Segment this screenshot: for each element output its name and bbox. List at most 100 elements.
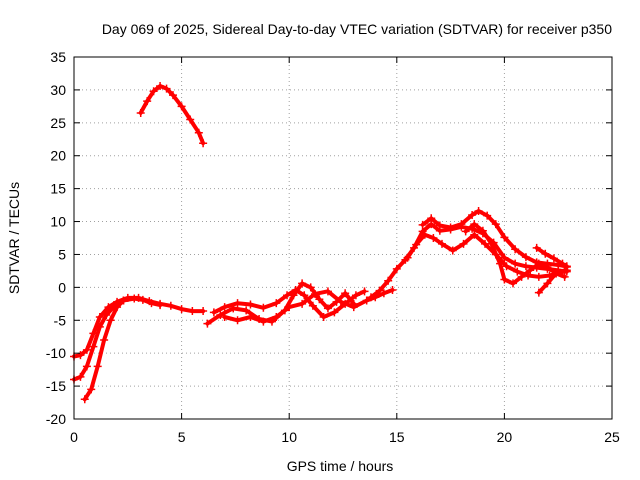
data-point [502,262,511,271]
data-point [448,246,457,255]
data-point [435,221,444,230]
data-point [558,259,567,268]
data-point [459,239,468,248]
data-point [168,91,177,100]
data-point [285,303,294,312]
data-point [392,264,401,273]
data-point [95,322,104,331]
data-point [242,306,251,315]
data-point [306,283,315,292]
data-point [543,262,552,271]
data-point [291,285,300,294]
series-track-m [532,243,571,271]
data-point [412,240,421,249]
data-point [341,289,350,298]
x-tick-label: 5 [178,429,186,445]
data-point [487,239,496,248]
x-tick-label: 10 [281,429,297,445]
data-point [203,319,212,328]
data-point [319,312,328,321]
data-point [478,226,487,235]
data-point [283,291,292,300]
data-point [543,279,552,288]
data-point [384,276,393,285]
data-point [272,299,281,308]
data-point [246,312,255,321]
data-point [76,351,85,360]
data-point [308,301,317,310]
y-tick-label: 10 [50,214,66,230]
data-point [80,395,89,404]
data-point [366,293,375,302]
data-point [351,291,360,300]
series-track-e [203,279,358,328]
data-point [534,272,543,281]
series-line [420,209,569,269]
data-point [76,372,85,381]
data-point [82,345,91,354]
data-point [315,295,324,304]
data-point [470,220,479,229]
y-tick-label: 0 [58,279,66,295]
axis-ticks: 0 5 10 15 20 25 -20 -15 -10 -5 0 5 10 15 20 25 30 35 [46,49,620,445]
data-point [156,81,165,90]
series-line [138,84,206,146]
data-point [113,303,122,312]
data-point [513,267,522,276]
data-point [500,253,509,262]
data-point [220,312,229,321]
data-point [89,342,98,351]
y-tick-label: 30 [50,82,66,98]
plot-frame [73,56,613,420]
data-point [259,317,268,326]
data-point [474,207,483,216]
data-point [311,289,320,298]
data-point [149,87,158,96]
data-point [388,285,397,294]
data-point [336,297,345,306]
x-tick-label: 15 [389,429,405,445]
grid [74,57,612,419]
data-point [511,245,520,254]
series-track-d [136,81,208,148]
series-track-i [403,230,571,281]
data-point [446,223,455,232]
y-tick-label: 15 [50,181,66,197]
data-point [119,296,128,305]
data-point [246,300,255,309]
data-point [216,311,225,320]
data-point [330,308,339,317]
x-tick-label: 25 [604,429,620,445]
data-point [509,279,518,288]
series-track-f [209,285,369,321]
data-point [461,227,470,236]
data-point [166,301,175,310]
series-track-j [418,207,571,271]
series-line [405,232,569,279]
data-point [483,211,492,220]
y-tick-label: 5 [58,246,66,262]
data-point [298,279,307,288]
data-point [470,230,479,239]
data-point [496,259,505,268]
data-point [186,115,195,124]
data-point [468,210,477,219]
data-point [87,385,96,394]
data-point [491,220,500,229]
data-point [500,233,509,242]
data-point [138,295,147,304]
data-point [194,128,203,137]
data-point [457,220,466,229]
data-point [375,286,384,295]
data-point [532,243,541,252]
chart-title: Day 069 of 2025, Sidereal Day-to-day VTE… [102,21,612,37]
x-tick-label: 20 [497,429,513,445]
data-point [362,296,371,305]
data-point [233,316,242,325]
data-point [379,289,388,298]
data-point [93,362,102,371]
data-point [177,102,186,111]
data-point [349,303,358,312]
data-point [360,287,369,296]
series-line [536,268,567,295]
